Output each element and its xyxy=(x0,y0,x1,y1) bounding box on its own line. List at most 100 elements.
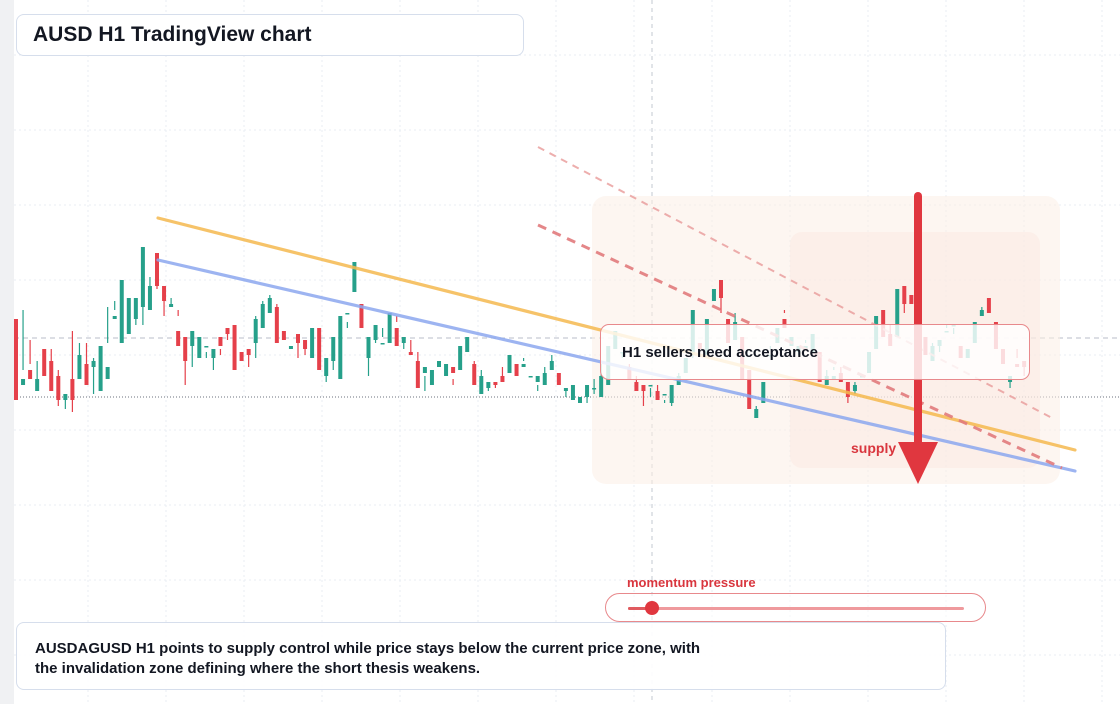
candle xyxy=(429,370,434,385)
candle-body xyxy=(359,304,364,328)
candle xyxy=(507,355,512,373)
candle-body xyxy=(155,253,159,286)
candle xyxy=(909,295,914,304)
candle-body xyxy=(63,394,68,400)
candle-body xyxy=(169,304,174,307)
candle-body xyxy=(444,364,449,376)
candle-body xyxy=(979,310,984,316)
chart-title: AUSD H1 TradingView chart xyxy=(33,23,312,46)
candle-body xyxy=(98,346,103,391)
candle xyxy=(105,307,110,379)
candle xyxy=(366,337,371,376)
candle-body xyxy=(119,280,124,343)
candle xyxy=(169,298,174,307)
candle-body xyxy=(845,382,850,397)
candle-body xyxy=(183,337,188,361)
left-toolbar-rail xyxy=(0,0,14,704)
candle xyxy=(84,343,89,385)
candle xyxy=(56,370,61,406)
candle xyxy=(415,352,420,388)
candle xyxy=(747,370,752,409)
candle-body xyxy=(585,385,590,397)
callout-panel[interactable]: H1 sellers need acceptance xyxy=(600,324,1030,380)
candle xyxy=(719,280,723,313)
candle xyxy=(592,379,597,394)
candle-body xyxy=(267,298,272,313)
candle-body xyxy=(521,364,526,367)
candle-body xyxy=(28,370,33,379)
candle xyxy=(35,361,40,391)
candle xyxy=(77,343,82,379)
candle xyxy=(373,325,378,343)
candle-body xyxy=(84,364,89,385)
candle-body xyxy=(909,295,914,304)
candle-body xyxy=(274,307,279,343)
candle-body xyxy=(662,394,667,396)
candle-body xyxy=(401,337,406,343)
candle-body xyxy=(253,319,258,343)
candle-body xyxy=(556,373,561,385)
candle-body xyxy=(394,328,399,346)
momentum-pressure-slider[interactable] xyxy=(605,593,986,622)
candle-body xyxy=(472,364,477,385)
candle xyxy=(98,346,103,391)
candle xyxy=(782,310,787,328)
candle-body xyxy=(986,298,991,313)
candle-body xyxy=(190,331,195,346)
candle-body xyxy=(592,388,597,390)
candle xyxy=(147,277,152,310)
candle xyxy=(479,370,484,394)
candle-body xyxy=(422,367,427,373)
candle-body xyxy=(895,289,900,337)
candle xyxy=(641,385,646,406)
candle-body xyxy=(204,346,209,348)
candle-body xyxy=(105,367,110,379)
candle xyxy=(711,289,716,301)
candle-body xyxy=(77,355,82,379)
candle-body xyxy=(451,367,456,373)
candle-body xyxy=(176,331,181,346)
candle xyxy=(133,298,138,325)
candle xyxy=(902,286,907,313)
candle-body xyxy=(324,358,329,376)
momentum-track xyxy=(628,607,964,610)
candle-body xyxy=(91,361,96,367)
candle xyxy=(444,364,449,376)
candle xyxy=(493,382,498,388)
candle xyxy=(655,385,660,400)
candle-body xyxy=(570,385,575,400)
candle xyxy=(648,385,653,397)
candle-body xyxy=(514,364,519,376)
candle xyxy=(578,397,582,403)
candle xyxy=(190,331,195,367)
candle-body xyxy=(641,385,646,391)
candle xyxy=(331,337,336,370)
candle-body xyxy=(288,346,293,349)
candle xyxy=(324,358,329,382)
candle-body xyxy=(549,361,554,370)
candle xyxy=(535,376,540,391)
candle xyxy=(49,349,54,391)
candle-body xyxy=(719,280,723,298)
candle xyxy=(549,355,554,370)
candle-body xyxy=(599,376,604,397)
candle xyxy=(126,298,131,334)
summary-line-1: AUSDAGUSD H1 points to supply control wh… xyxy=(35,640,701,657)
candle xyxy=(563,388,568,397)
candle xyxy=(852,382,857,394)
candle-body xyxy=(310,328,315,358)
candle xyxy=(359,304,364,328)
supply-label: supply xyxy=(851,440,897,456)
candle-body xyxy=(162,286,167,301)
candle xyxy=(14,319,18,400)
candle-body xyxy=(479,376,484,394)
candle-body xyxy=(147,286,152,310)
candle-body xyxy=(415,361,420,388)
candle-body xyxy=(528,376,533,378)
momentum-label: momentum pressure xyxy=(627,575,756,590)
candle-body xyxy=(669,385,674,403)
momentum-knob[interactable] xyxy=(644,601,659,615)
candle xyxy=(176,310,181,346)
candle xyxy=(754,406,759,418)
